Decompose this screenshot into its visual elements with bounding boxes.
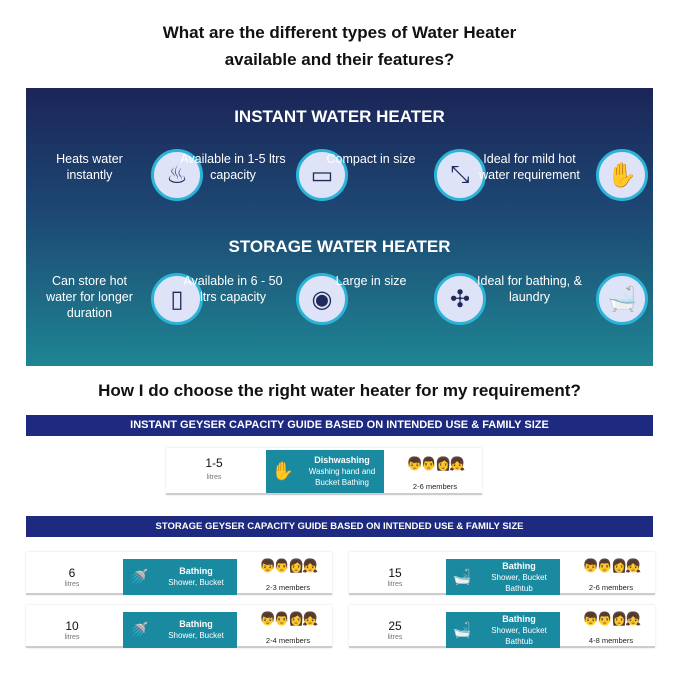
family-icon: 👦👨👩👧 bbox=[259, 558, 319, 573]
feature-text: Large in size bbox=[335, 274, 407, 288]
members: 2-6 members bbox=[588, 583, 634, 592]
bathtub-icon: 🛁 bbox=[452, 568, 472, 586]
feature-text: Available in 1-5 ltrs capacity bbox=[180, 152, 286, 182]
family-icon: 👦👨👩👧 bbox=[259, 611, 319, 626]
washing-hands-icon: ✋ bbox=[271, 461, 295, 481]
heater-types-panel: INSTANT WATER HEATER STORAGE WATER HEATE… bbox=[26, 88, 653, 366]
family-icon: 👦👨👩👧 bbox=[406, 456, 466, 471]
storage-guide-card: 25 litres 🛁 Bathing Shower, Bucket Bathtu… bbox=[349, 605, 655, 648]
geyser-icon: ▭ bbox=[296, 149, 348, 201]
use-title: Bathing bbox=[502, 613, 536, 624]
unit: litres bbox=[387, 581, 403, 588]
washing-hands-icon: ✋ bbox=[596, 149, 648, 201]
feature-text: Ideal for bathing, & laundry bbox=[477, 274, 582, 304]
instant-guide-heading: INSTANT GEYSER CAPACITY GUIDE BASED ON I… bbox=[26, 415, 653, 436]
capacity: 15 bbox=[388, 566, 402, 580]
use-desc: Shower, Bucket bbox=[168, 578, 224, 587]
members: 2-3 members bbox=[265, 583, 311, 592]
family-icon: 👦👨👩👧 bbox=[582, 611, 642, 626]
storage-guide-card: 15 litres 🛁 Bathing Shower, Bucket Bathtu… bbox=[349, 552, 655, 595]
feature-text: Can store hot water for longer duration bbox=[46, 274, 133, 320]
heating-bowl-icon: ♨ bbox=[151, 149, 203, 201]
use-desc: Washing hand and Bucket Bathing bbox=[308, 467, 376, 487]
use-desc: Shower, Bucket Bathtub bbox=[491, 572, 547, 593]
capacity: 10 bbox=[65, 619, 79, 633]
compress-arrows-icon: ⤡ bbox=[434, 149, 486, 201]
capacity: 6 bbox=[68, 566, 76, 580]
members: 2-4 members bbox=[265, 636, 311, 645]
storage-heading: STORAGE WATER HEATER bbox=[228, 237, 451, 256]
use-box: 🚿 Bathing Shower, Bucket bbox=[123, 612, 237, 648]
capacity: 25 bbox=[388, 619, 402, 633]
capacity: 1-5 bbox=[205, 456, 223, 470]
members: 2-6 members bbox=[412, 482, 458, 491]
bathtub-icon: 🛁 bbox=[596, 273, 648, 325]
use-desc: Shower, Bucket bbox=[168, 631, 224, 640]
use-box: 🛁 Bathing Shower, Bucket Bathtub bbox=[446, 612, 560, 648]
use-box: ✋ Dishwashing Washing hand and Bucket Bat… bbox=[266, 450, 384, 493]
title-line-1: What are the different types of Water He… bbox=[162, 23, 517, 42]
feature-text: Compact in size bbox=[326, 152, 416, 166]
use-box: 🚿 Bathing Shower, Bucket bbox=[123, 559, 237, 595]
members: 4-8 members bbox=[588, 636, 634, 645]
question-2: How I do choose the right water heater f… bbox=[98, 381, 581, 400]
bathtub-icon: 🛁 bbox=[452, 621, 472, 639]
use-box: 🛁 Bathing Shower, Bucket Bathtub bbox=[446, 559, 560, 595]
storage-guide-card: 6 litres 🚿 Bathing Shower, Bucket 👦👨👩👧 2-… bbox=[26, 552, 332, 595]
storage-guide-card: 10 litres 🚿 Bathing Shower, Bucket 👦👨👩👧 2… bbox=[26, 605, 332, 648]
unit: litres bbox=[64, 634, 80, 641]
unit: litres bbox=[64, 581, 80, 588]
feature-text: Ideal for mild hot water requirement bbox=[479, 152, 580, 182]
instant-heading: INSTANT WATER HEATER bbox=[234, 107, 445, 126]
shower-bucket-icon: 🚿 bbox=[129, 621, 149, 639]
expand-arrows-icon: ✣ bbox=[434, 273, 486, 325]
storage-geyser-icon: ◉ bbox=[296, 273, 348, 325]
unit: litres bbox=[206, 474, 222, 481]
storage-guide-heading: STORAGE GEYSER CAPACITY GUIDE BASED ON I… bbox=[26, 516, 653, 537]
shower-bucket-icon: 🚿 bbox=[129, 568, 149, 586]
use-title: Dishwashing bbox=[314, 455, 370, 465]
use-desc: Shower, Bucket Bathtub bbox=[491, 625, 547, 646]
use-title: Bathing bbox=[179, 566, 213, 576]
unit: litres bbox=[387, 634, 403, 641]
storage-tank-icon: ▯ bbox=[151, 273, 203, 325]
family-icon: 👦👨👩👧 bbox=[582, 558, 642, 573]
feature-text: Heats water instantly bbox=[56, 152, 123, 182]
title-line-2: available and their features? bbox=[224, 50, 455, 69]
feature-text: Available in 6 - 50 ltrs capacity bbox=[183, 274, 283, 304]
use-title: Bathing bbox=[179, 619, 213, 629]
use-title: Bathing bbox=[502, 560, 536, 571]
instant-guide-card: 1-5 litres ✋ Dishwashing Washing hand and… bbox=[166, 448, 482, 495]
